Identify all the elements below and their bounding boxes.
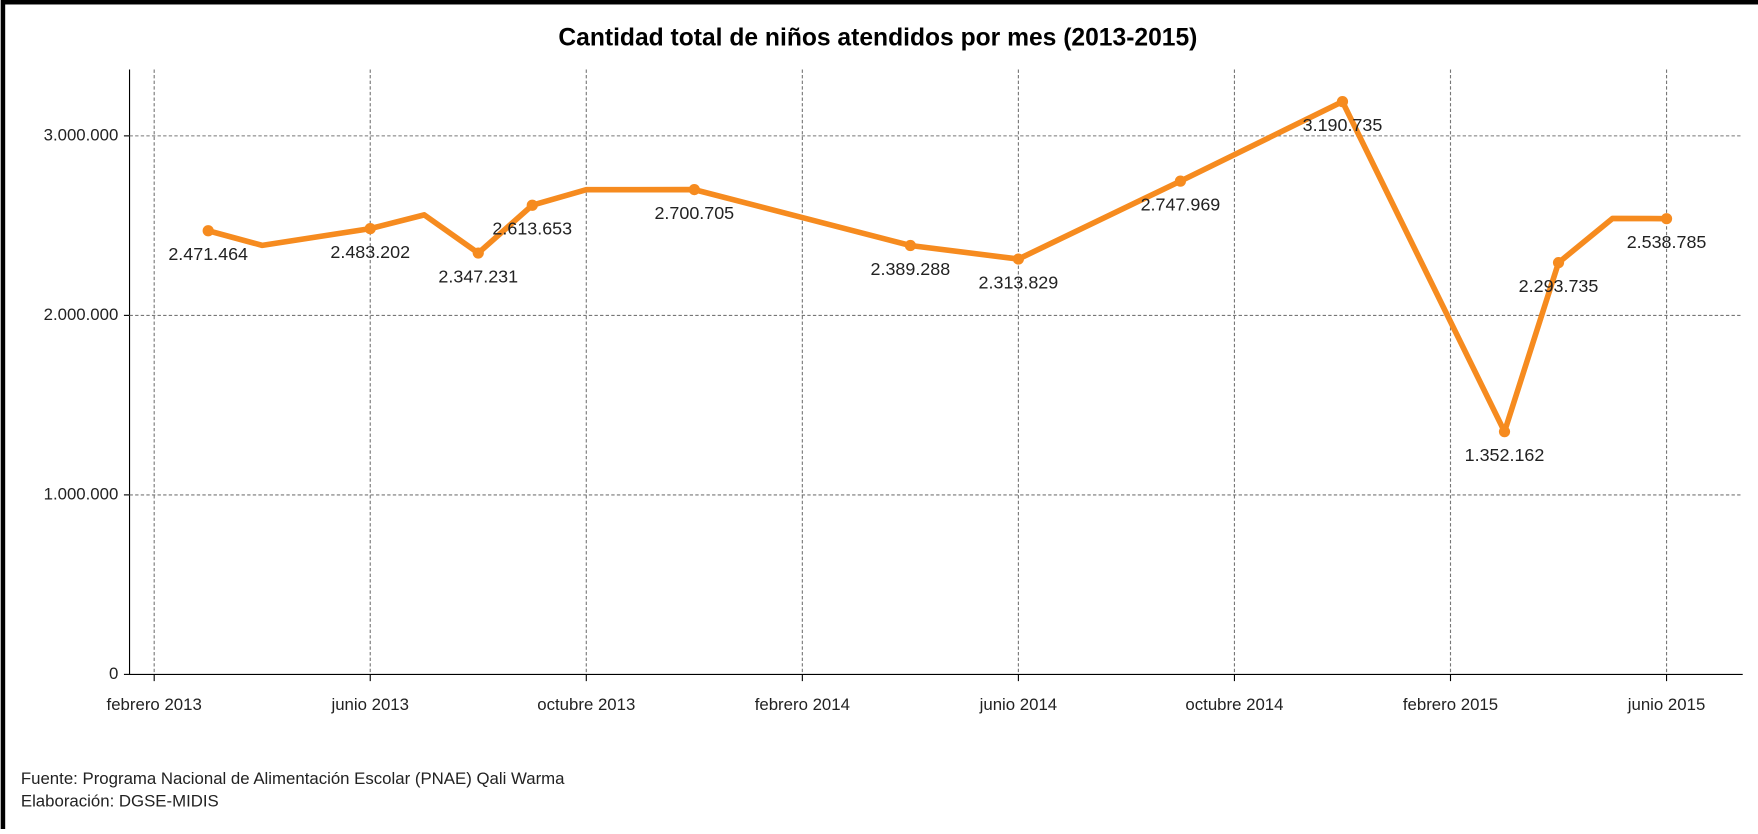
data-label: 2.538.785 bbox=[1627, 232, 1707, 252]
point bbox=[688, 184, 700, 196]
point bbox=[364, 223, 376, 235]
y-tick-label: 2.000.000 bbox=[44, 305, 119, 324]
x-tick-label: febrero 2014 bbox=[755, 695, 850, 714]
point bbox=[1174, 175, 1187, 187]
point bbox=[1012, 253, 1024, 265]
y-tick-label: 1.000.000 bbox=[44, 484, 119, 503]
data-label: 2.483.202 bbox=[330, 242, 410, 262]
x-tick-label: junio 2015 bbox=[1627, 695, 1706, 714]
point bbox=[472, 247, 484, 259]
x-tick-label: octubre 2013 bbox=[537, 695, 635, 714]
data-label: 2.313.829 bbox=[979, 272, 1059, 292]
note: Fuente: Programa Nacional de Alimentació… bbox=[21, 769, 565, 788]
chart-title: Cantidad total de niños atendidos por me… bbox=[558, 25, 1197, 52]
x-tick-label: febrero 2013 bbox=[107, 695, 202, 714]
point bbox=[1336, 96, 1349, 108]
x-tick-label: febrero 2015 bbox=[1403, 695, 1498, 714]
data-label: 2.700.705 bbox=[654, 203, 734, 223]
y-tick-label: 3.000.000 bbox=[44, 125, 119, 144]
point bbox=[526, 199, 538, 211]
data-label: 2.471.464 bbox=[168, 244, 248, 264]
data-label: 2.747.969 bbox=[1141, 194, 1221, 214]
data-label: 2.613.653 bbox=[492, 219, 572, 239]
data-label: 3.190.735 bbox=[1303, 115, 1383, 135]
point bbox=[1552, 257, 1565, 269]
y-tick-label: 0 bbox=[109, 664, 118, 683]
point bbox=[202, 225, 214, 237]
note: Elaboración: DGSE-MIDIS bbox=[21, 792, 219, 811]
x-tick-label: octubre 2014 bbox=[1185, 695, 1283, 714]
x-tick-label: junio 2014 bbox=[979, 695, 1058, 714]
x-tick-label: junio 2013 bbox=[330, 695, 409, 714]
data-label: 2.347.231 bbox=[438, 266, 518, 286]
point bbox=[904, 239, 916, 252]
data-label: 2.389.288 bbox=[871, 259, 951, 279]
point bbox=[1660, 213, 1673, 225]
point bbox=[1498, 426, 1511, 438]
series-line bbox=[207, 98, 1667, 435]
data-label: 1.352.162 bbox=[1465, 445, 1545, 465]
data-label: 2.293.735 bbox=[1519, 276, 1599, 296]
